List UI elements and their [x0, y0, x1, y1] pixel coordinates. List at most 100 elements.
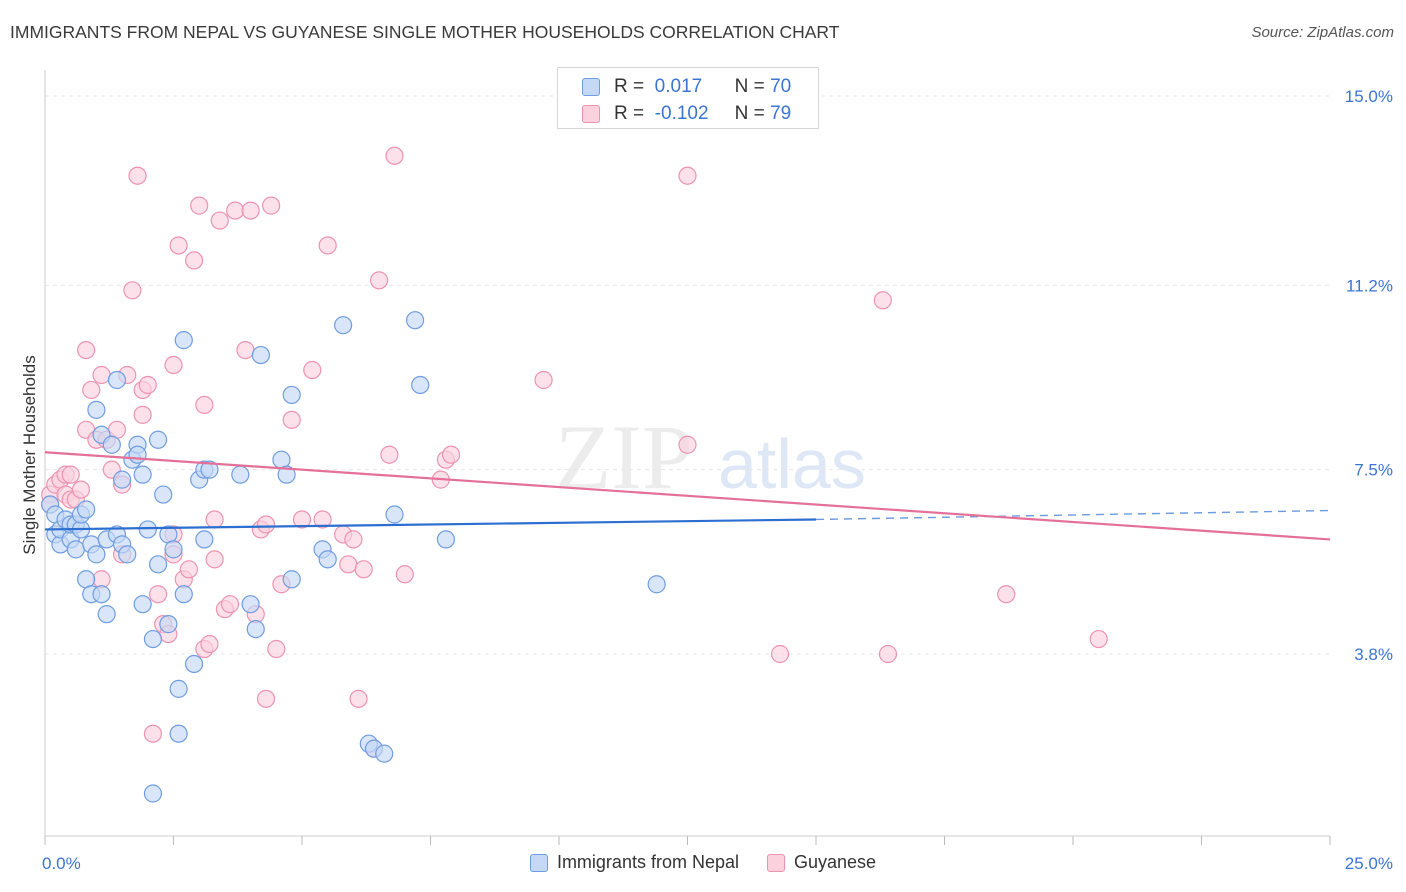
- guyanese-point: [241, 201, 260, 220]
- guyanese-point: [873, 291, 892, 310]
- guyanese-point: [318, 236, 337, 255]
- guyanese-point: [123, 281, 142, 300]
- nepal-point: [128, 445, 147, 464]
- guyanese-point: [282, 410, 301, 429]
- nepal-point: [647, 575, 666, 594]
- source-label: Source: ZipAtlas.com: [1251, 24, 1394, 41]
- nepal-point: [133, 465, 152, 484]
- guyanese-point: [1089, 629, 1108, 649]
- stats-legend: R = 0.017 N = 70 R = -0.102 N = 79: [557, 67, 819, 129]
- watermark-zip: ZIP: [555, 406, 693, 508]
- nepal-point: [318, 550, 337, 569]
- chart-title: IMMIGRANTS FROM NEPAL VS GUYANESE SINGLE…: [10, 22, 840, 42]
- guyanese-point: [339, 555, 358, 574]
- guyanese-point: [678, 166, 697, 185]
- nepal-point: [385, 505, 404, 524]
- nepal-point: [164, 540, 183, 559]
- n-value: 70: [770, 76, 792, 97]
- nepal-point: [118, 545, 137, 564]
- stats-row-guyanese: R = -0.102 N = 79: [582, 103, 791, 125]
- nepal-point: [148, 555, 168, 574]
- nepal-point: [375, 744, 394, 763]
- guyanese-point: [133, 405, 152, 424]
- nepal-point: [411, 375, 430, 395]
- guyanese-point: [262, 196, 281, 215]
- guyanese-point: [370, 271, 389, 290]
- guyanese-point: [534, 370, 553, 390]
- n-value: 79: [770, 103, 792, 124]
- n-label: N =: [734, 103, 765, 124]
- guyanese-point: [256, 515, 276, 534]
- guyanese-point: [184, 251, 204, 270]
- r-label: R =: [614, 103, 645, 124]
- nepal-point: [87, 545, 106, 564]
- guyanese-point: [190, 196, 209, 215]
- nepal-point: [143, 784, 163, 803]
- nepal-point: [246, 619, 265, 639]
- guyanese-point: [267, 639, 286, 659]
- guyanese-point: [205, 510, 224, 529]
- guyanese-swatch: [767, 853, 785, 872]
- guyanese-point: [395, 565, 414, 584]
- guyanese-point: [164, 355, 183, 375]
- legend-item-guyanese[interactable]: Guyanese: [767, 852, 876, 873]
- guyanese-point: [169, 236, 188, 255]
- nepal-point: [195, 530, 214, 549]
- guyanese-point: [128, 166, 147, 185]
- nepal-swatch: [582, 78, 600, 96]
- nepal-point: [138, 520, 157, 539]
- nepal-point: [133, 595, 152, 614]
- nepal-trend-line: [44, 518, 817, 531]
- nepal-point: [282, 570, 301, 589]
- nepal-point: [148, 430, 168, 449]
- guyanese-point: [236, 340, 255, 360]
- x-tick-label: 0.0%: [42, 854, 81, 873]
- nepal-point: [277, 465, 296, 484]
- nepal-point: [92, 585, 111, 604]
- nepal-point: [405, 311, 425, 330]
- nepal-point: [169, 679, 188, 698]
- r-value: 0.017: [654, 76, 703, 97]
- series-legend: Immigrants from Nepal Guyanese: [0, 852, 1406, 873]
- nepal-point: [143, 629, 163, 649]
- y-tick-label: 15.0%: [1345, 87, 1393, 106]
- nepal-point: [231, 465, 250, 484]
- guyanese-swatch: [582, 105, 600, 123]
- guyanese-point: [349, 689, 368, 708]
- guyanese-point: [380, 445, 399, 464]
- guyanese-point: [61, 465, 80, 484]
- nepal-trend-extension: [815, 509, 1331, 521]
- guyanese-point: [210, 211, 229, 230]
- nepal-point: [112, 470, 132, 489]
- guyanese-point: [303, 360, 322, 380]
- guyanese-point: [82, 380, 101, 400]
- x-tick-label: 25.0%: [1345, 854, 1393, 873]
- guyanese-trend-line: [44, 451, 1331, 541]
- legend-item-nepal[interactable]: Immigrants from Nepal: [529, 852, 739, 873]
- guyanese-point: [143, 724, 163, 743]
- nepal-point: [169, 724, 188, 743]
- guyanese-point: [195, 395, 214, 414]
- legend-label: Guyanese: [794, 852, 877, 872]
- nepal-point: [102, 435, 121, 454]
- nepal-point: [77, 500, 96, 519]
- watermark-atlas: atlas: [718, 425, 866, 503]
- guyanese-point: [354, 560, 373, 579]
- guyanese-point: [344, 530, 363, 549]
- nepal-point: [436, 530, 456, 549]
- y-tick-label: 3.8%: [1354, 645, 1393, 664]
- nepal-point: [200, 460, 219, 479]
- nepal-point: [107, 370, 127, 390]
- nepal-point: [97, 605, 116, 624]
- nepal-point: [334, 316, 353, 335]
- guyanese-point: [138, 375, 157, 395]
- stats-row-nepal: R = 0.017 N = 70: [582, 76, 791, 98]
- nepal-point: [159, 615, 178, 634]
- guyanese-point: [313, 510, 332, 529]
- guyanese-point: [205, 550, 224, 569]
- guyanese-point: [878, 644, 898, 664]
- guyanese-point: [292, 510, 312, 529]
- nepal-point: [282, 385, 301, 405]
- nepal-point: [184, 654, 204, 674]
- guyanese-point: [200, 634, 219, 654]
